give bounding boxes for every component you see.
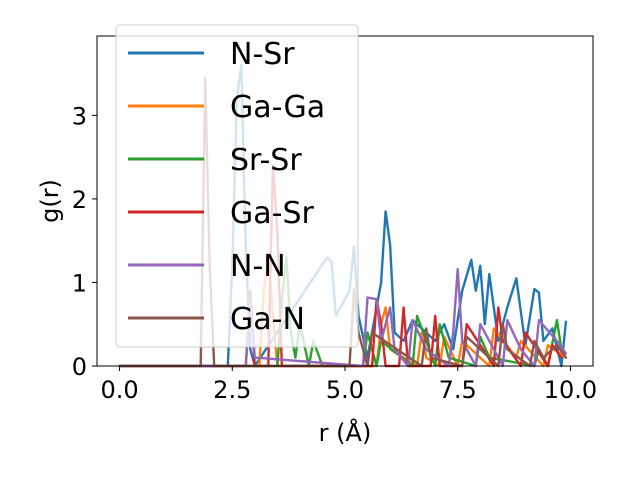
y-tick-label: 1 [72,269,87,297]
legend-box [115,24,359,348]
x-axis-label: r (Å) [319,418,372,447]
legend-label: Ga-N [230,302,305,337]
series-line-n-sr [118,63,568,368]
y-axis-label: g(r) [36,179,64,223]
y-tick-label: 2 [72,186,87,214]
y-axis: 0 1 2 3 [72,102,97,381]
x-tick-label: 10.0 [544,376,597,404]
legend: N-Sr Ga-Ga Sr-Sr Ga-Sr N-N Ga-N [115,24,359,348]
x-axis: 0.0 2.5 5.0 7.5 10.0 [100,366,597,404]
x-tick-label: 7.5 [439,376,477,404]
legend-label: Ga-Ga [230,90,325,125]
x-tick-label: 0.0 [100,376,138,404]
y-tick-label: 0 [72,353,87,381]
legend-label: N-N [230,249,286,284]
x-tick-label: 2.5 [213,376,251,404]
legend-label: Ga-Sr [230,196,314,231]
x-tick-label: 5.0 [326,376,364,404]
legend-label: N-Sr [230,37,295,72]
y-tick-label: 3 [72,102,87,130]
legend-label: Sr-Sr [230,143,302,178]
